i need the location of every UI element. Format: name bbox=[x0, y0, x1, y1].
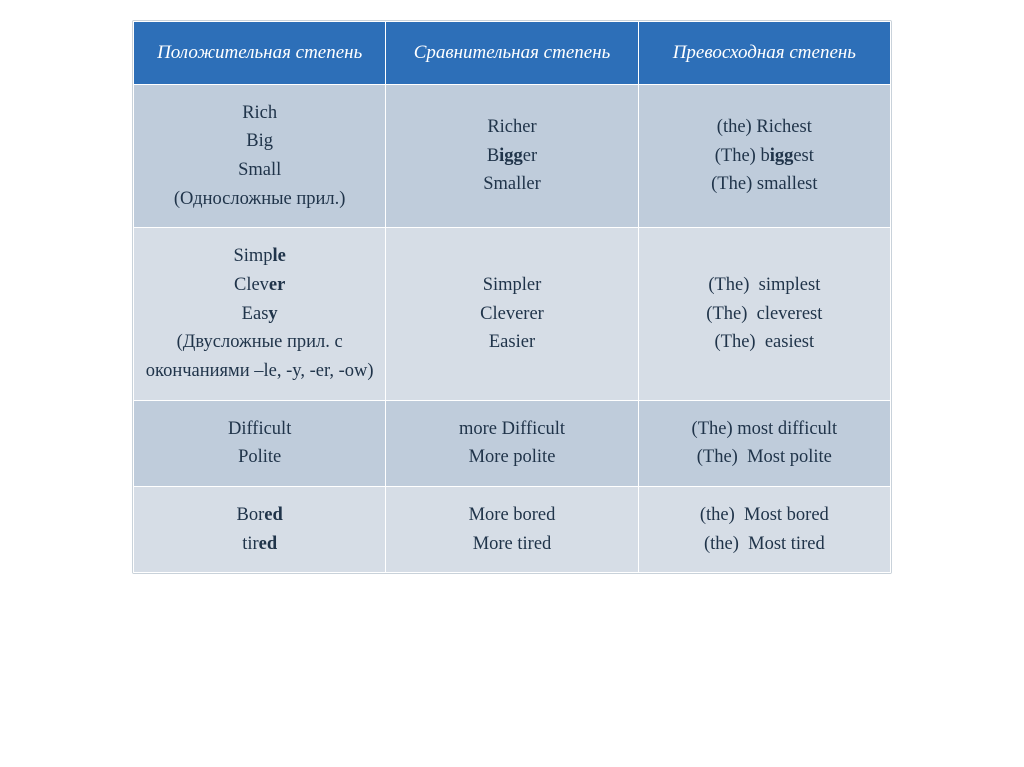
cell-comparative: RicherBiggerSmaller bbox=[386, 84, 638, 228]
col-header-superlative: Превосходная степень bbox=[638, 22, 890, 85]
col-header-positive: Положительная степень bbox=[134, 22, 386, 85]
cell-superlative: (the) Most bored(the) Most tired bbox=[638, 487, 890, 573]
cell-comparative: more DifficultMore polite bbox=[386, 400, 638, 486]
comparison-table-container: Положительная степень Сравнительная степ… bbox=[132, 20, 892, 574]
table-row: SimpleCleverEasy(Двусложные прил. с окон… bbox=[134, 228, 891, 400]
cell-positive: SimpleCleverEasy(Двусложные прил. с окон… bbox=[134, 228, 386, 400]
cell-positive: Boredtired bbox=[134, 487, 386, 573]
table-row: Boredtired More boredMore tired (the) Mo… bbox=[134, 487, 891, 573]
cell-superlative: (the) Richest(The) biggest(The) smallest bbox=[638, 84, 890, 228]
cell-superlative: (The) simplest(The) cleverest(The) easie… bbox=[638, 228, 890, 400]
header-row: Положительная степень Сравнительная степ… bbox=[134, 22, 891, 85]
table-body: RichBigSmall(Односложные прил.) RicherBi… bbox=[134, 84, 891, 573]
table-row: DifficultPolite more DifficultMore polit… bbox=[134, 400, 891, 486]
cell-positive: DifficultPolite bbox=[134, 400, 386, 486]
cell-superlative: (The) most difficult(The) Most polite bbox=[638, 400, 890, 486]
col-header-comparative: Сравнительная степень bbox=[386, 22, 638, 85]
table-row: RichBigSmall(Односложные прил.) RicherBi… bbox=[134, 84, 891, 228]
cell-comparative: More boredMore tired bbox=[386, 487, 638, 573]
cell-positive: RichBigSmall(Односложные прил.) bbox=[134, 84, 386, 228]
comparison-table: Положительная степень Сравнительная степ… bbox=[133, 21, 891, 573]
cell-comparative: SimplerClevererEasier bbox=[386, 228, 638, 400]
